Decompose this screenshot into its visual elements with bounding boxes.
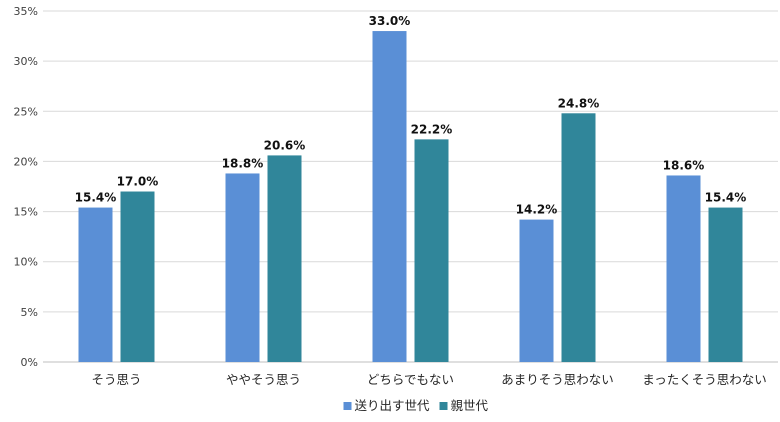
data-label: 15.4% [75, 191, 117, 205]
data-label: 18.8% [222, 156, 264, 170]
y-tick-label: 15% [14, 206, 38, 219]
bar-series-2 [120, 191, 155, 362]
category-label: ややそう思う [226, 372, 301, 387]
y-tick-label: 20% [14, 155, 38, 168]
legend-swatch [343, 402, 352, 410]
y-tick-label: 35% [14, 5, 38, 18]
y-tick-label: 5% [21, 306, 38, 319]
y-tick-label: 25% [14, 105, 38, 118]
data-label: 22.2% [411, 122, 453, 136]
category-label: どちらでもない [367, 372, 454, 387]
y-tick-label: 0% [21, 356, 38, 369]
data-label: 20.6% [264, 138, 306, 152]
bar-series-1 [519, 219, 554, 362]
legend-label: 親世代 [451, 398, 489, 413]
y-tick-label: 10% [14, 256, 38, 269]
bar-series-1 [372, 31, 407, 363]
category-label: まったくそう思わない [642, 372, 767, 387]
bar-series-2 [708, 207, 743, 362]
data-label: 24.8% [558, 96, 600, 110]
legend-label: 送り出す世代 [355, 398, 431, 413]
bar-series-1 [225, 173, 260, 362]
bar-series-2 [267, 155, 302, 362]
bar-series-1 [666, 175, 701, 362]
data-label: 33.0% [369, 14, 411, 28]
data-label: 14.2% [516, 203, 558, 217]
category-label: あまりそう思わない [501, 372, 614, 387]
category-label: そう思う [91, 372, 141, 387]
bar-series-2 [561, 113, 596, 362]
data-label: 18.6% [663, 158, 705, 172]
data-label: 15.4% [705, 191, 747, 205]
bar-series-1 [78, 207, 113, 362]
data-label: 17.0% [117, 175, 159, 189]
legend-swatch [439, 402, 448, 410]
y-tick-label: 30% [14, 55, 38, 68]
bar-series-2 [414, 139, 449, 362]
